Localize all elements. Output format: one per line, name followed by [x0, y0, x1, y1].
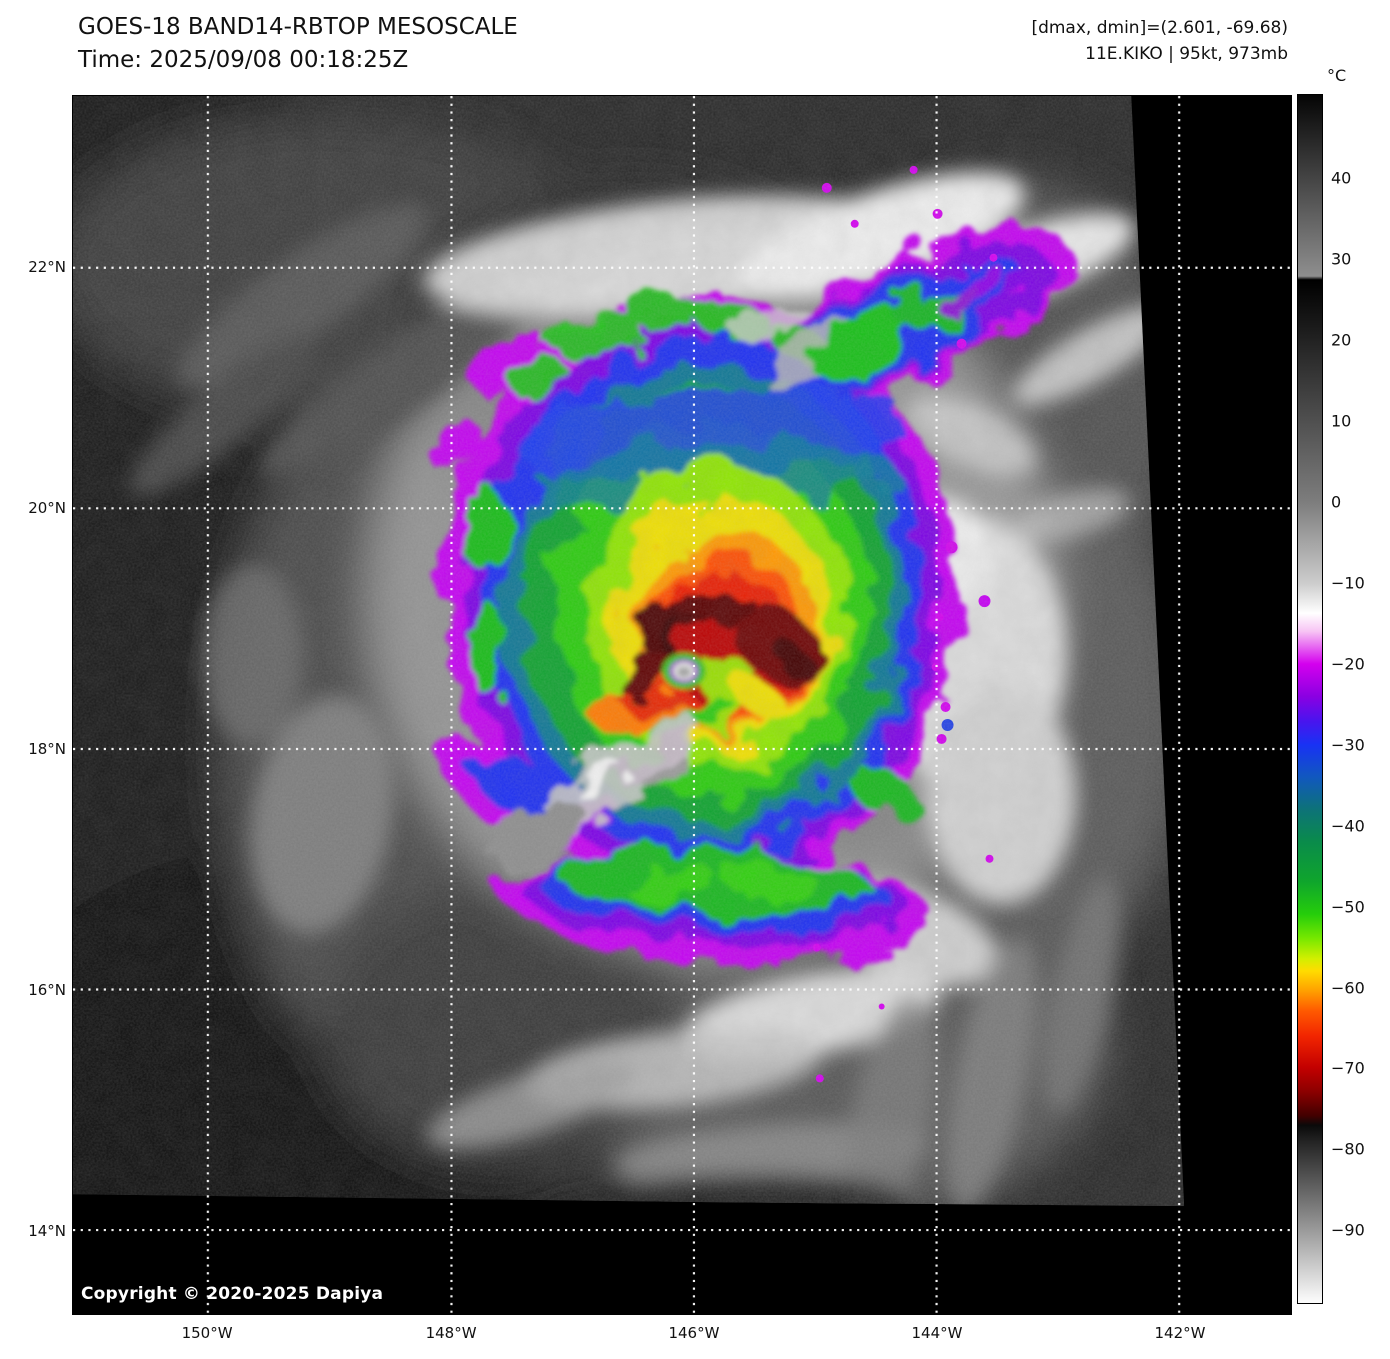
- colorbar-tick-label: −90: [1331, 1220, 1365, 1240]
- colorbar-tick-label: −40: [1331, 816, 1365, 836]
- lon-tick-label: 146°W: [668, 1324, 720, 1342]
- lat-tick-label: 22°N: [28, 258, 66, 277]
- colorbar-tick-label: 20: [1331, 330, 1352, 350]
- lon-tick-label: 144°W: [911, 1324, 963, 1342]
- product-title: GOES-18 BAND14-RBTOP MESOSCALE: [78, 14, 518, 40]
- lat-tick-label: 18°N: [28, 740, 66, 759]
- colorbar-tick-label: −60: [1331, 978, 1365, 998]
- colorbar-tick-label: 10: [1331, 411, 1352, 431]
- lat-tick-label: 16°N: [28, 980, 66, 999]
- dmax-dmin-readout: [dmax, dmin]=(2.601, -69.68): [1031, 18, 1288, 38]
- colorbar-tick-label: −50: [1331, 897, 1365, 917]
- lon-tick-label: 148°W: [425, 1324, 477, 1342]
- satellite-scene-image: [73, 96, 1291, 1314]
- colorbar-tick-label: 30: [1331, 249, 1352, 269]
- latlon-gridlines: [73, 96, 1291, 1314]
- timestamp: Time: 2025/09/08 00:18:25Z: [78, 47, 409, 73]
- colorbar-tick-label: −20: [1331, 654, 1365, 674]
- scan-data-region: [73, 96, 1185, 1207]
- lon-tick-label: 150°W: [181, 1324, 233, 1342]
- colorbar-tick-label: 0: [1331, 492, 1342, 512]
- colorbar-tick-label: 40: [1331, 168, 1352, 188]
- colorbar-tick-label: −30: [1331, 735, 1365, 755]
- temperature-colorbar: [1297, 94, 1323, 1304]
- colorbar-tick-label: −80: [1331, 1139, 1365, 1159]
- satellite-map: Copyright © 2020-2025 Dapiya: [72, 95, 1292, 1315]
- lat-tick-label: 14°N: [28, 1221, 66, 1240]
- colorbar-tick-label: −70: [1331, 1058, 1365, 1078]
- lat-tick-label: 20°N: [28, 498, 66, 517]
- storm-intensity-readout: 11E.KIKO | 95kt, 973mb: [1085, 44, 1288, 64]
- lon-tick-label: 142°W: [1154, 1324, 1206, 1342]
- colorbar-tick-label: −10: [1331, 573, 1365, 593]
- colorbar-unit-label: °C: [1327, 66, 1347, 85]
- copyright-watermark: Copyright © 2020-2025 Dapiya: [81, 1284, 384, 1304]
